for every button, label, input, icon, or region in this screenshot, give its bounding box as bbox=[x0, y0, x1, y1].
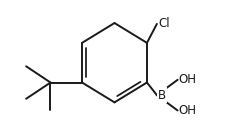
Text: OH: OH bbox=[179, 73, 197, 86]
Text: OH: OH bbox=[179, 104, 197, 117]
Text: Cl: Cl bbox=[158, 17, 170, 30]
Text: B: B bbox=[158, 89, 166, 102]
